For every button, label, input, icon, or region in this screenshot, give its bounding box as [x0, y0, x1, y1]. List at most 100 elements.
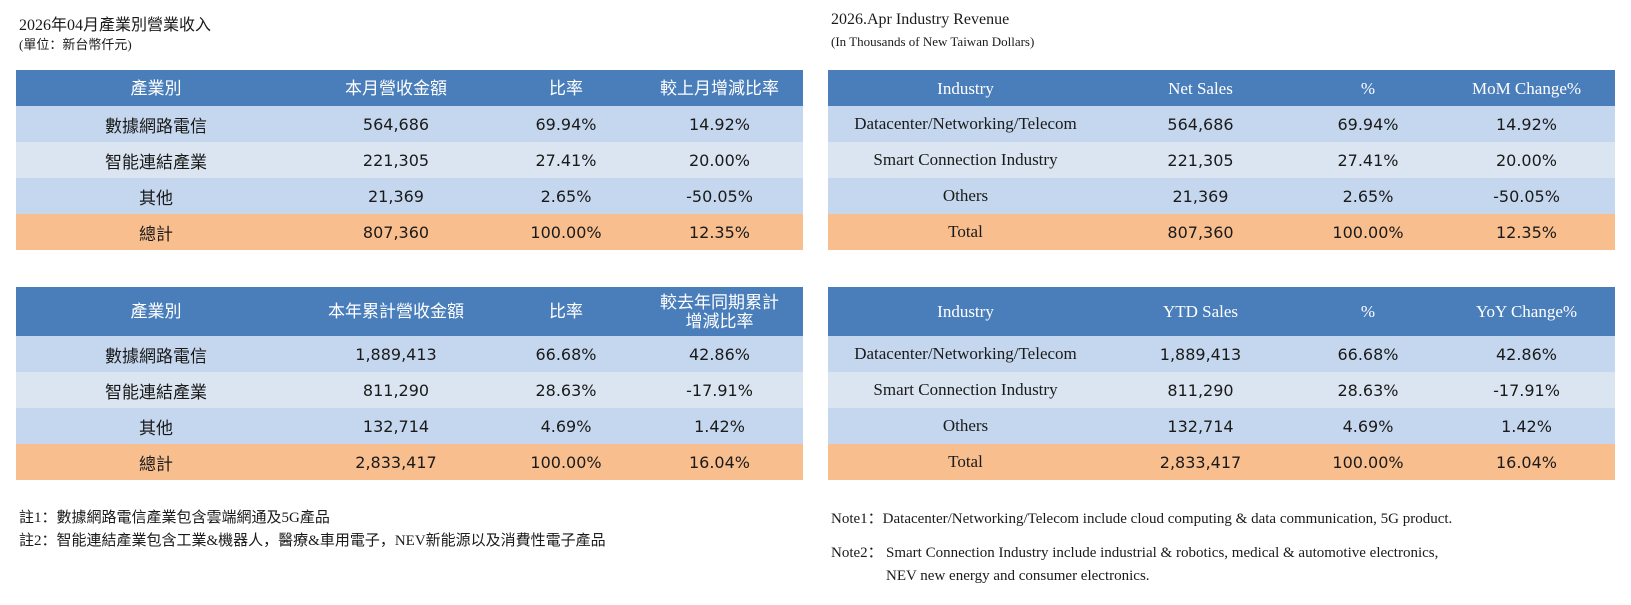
header-ytd-sales: YTD Sales [1103, 287, 1298, 336]
cell-net-sales: 807,360 [296, 214, 496, 250]
table-row: 數據網路電信 564,686 69.94% 14.92% [16, 106, 803, 142]
cell-change: 1.42% [636, 408, 803, 444]
cell-net-sales: 564,686 [296, 106, 496, 142]
cell-industry: 其他 [16, 178, 296, 214]
ytd-revenue-table-zh: 產業別 本年累計營收金額 比率 較去年同期累計 增減比率 數據網路電信 1,88… [16, 287, 803, 480]
cell-industry: Smart Connection Industry [828, 142, 1103, 178]
footnote-2-en: Note2： Smart Connection Industry include … [831, 542, 1438, 588]
table-row: 智能連結產業 811,290 28.63% -17.91% [16, 372, 803, 408]
cell-ytd-sales: 1,889,413 [1103, 336, 1298, 372]
cell-ratio: 69.94% [496, 106, 636, 142]
cell-industry: 其他 [16, 408, 296, 444]
table-row: Smart Connection Industry 221,305 27.41%… [828, 142, 1615, 178]
cell-ratio: 4.69% [496, 408, 636, 444]
cell-ratio: 66.68% [1298, 336, 1438, 372]
footnote-label: Note1： [831, 511, 883, 527]
cell-ratio: 100.00% [496, 214, 636, 250]
cell-ratio: 27.41% [496, 142, 636, 178]
cell-change: 20.00% [636, 142, 803, 178]
cell-industry: 數據網路電信 [16, 106, 296, 142]
header-net-sales: 本月營收金額 [296, 70, 496, 106]
header-industry: 產業別 [16, 70, 296, 106]
cell-industry: 總計 [16, 214, 296, 250]
cell-ratio: 100.00% [496, 444, 636, 480]
cell-industry: Others [828, 408, 1103, 444]
header-yoy-change-line2: 增減比率 [685, 311, 754, 331]
cell-industry: 數據網路電信 [16, 336, 296, 372]
cell-ratio: 66.68% [496, 336, 636, 372]
table-row: 數據網路電信 1,889,413 66.68% 42.86% [16, 336, 803, 372]
cell-ytd-sales: 132,714 [1103, 408, 1298, 444]
cell-ratio: 69.94% [1298, 106, 1438, 142]
monthly-revenue-table-zh: 產業別 本月營收金額 比率 較上月增減比率 數據網路電信 564,686 69.… [16, 70, 803, 250]
table-header-row: Industry YTD Sales % YoY Change% [828, 287, 1615, 336]
table-row: 其他 21,369 2.65% -50.05% [16, 178, 803, 214]
cell-ratio: 27.41% [1298, 142, 1438, 178]
cell-change: 12.35% [636, 214, 803, 250]
cell-ytd-sales: 2,833,417 [296, 444, 496, 480]
header-yoy-change-line1: 較去年同期累計 [660, 292, 779, 312]
cell-change: -17.91% [1438, 372, 1615, 408]
footnote-text: 數據網路電信產業包含雲端網通及5G產品 [56, 510, 330, 526]
header-industry: Industry [828, 287, 1103, 336]
cell-change: -17.91% [636, 372, 803, 408]
header-industry: 產業別 [16, 287, 296, 336]
cell-industry: Total [828, 444, 1103, 480]
table-total-row: 總計 2,833,417 100.00% 16.04% [16, 444, 803, 480]
header-industry: Industry [828, 70, 1103, 106]
page-title-en: 2026.Apr Industry Revenue [831, 11, 1010, 28]
footnote-text: Datacenter/Networking/Telecom include cl… [882, 511, 1453, 527]
cell-industry: Total [828, 214, 1103, 250]
header-net-sales: Net Sales [1103, 70, 1298, 106]
cell-industry: 總計 [16, 444, 296, 480]
header-mom-change: MoM Change% [1438, 70, 1615, 106]
cell-ytd-sales: 811,290 [1103, 372, 1298, 408]
header-ratio: 比率 [496, 70, 636, 106]
cell-change: -50.05% [636, 178, 803, 214]
cell-industry: 智能連結產業 [16, 142, 296, 178]
table-total-row: Total 807,360 100.00% 12.35% [828, 214, 1615, 250]
header-yoy-change: 較去年同期累計 增減比率 [636, 287, 803, 336]
cell-change: 42.86% [1438, 336, 1615, 372]
cell-ratio: 28.63% [496, 372, 636, 408]
cell-net-sales: 221,305 [1103, 142, 1298, 178]
table-total-row: 總計 807,360 100.00% 12.35% [16, 214, 803, 250]
cell-industry: 智能連結產業 [16, 372, 296, 408]
table-row: Others 21,369 2.65% -50.05% [828, 178, 1615, 214]
cell-ytd-sales: 2,833,417 [1103, 444, 1298, 480]
header-ytd-sales: 本年累計營收金額 [296, 287, 496, 336]
footnote-label: 註2： [19, 533, 57, 549]
table-row: 其他 132,714 4.69% 1.42% [16, 408, 803, 444]
footnote-1-en: Note1：Datacenter/Networking/Telecom incl… [831, 508, 1452, 531]
cell-change: 16.04% [636, 444, 803, 480]
cell-change: -50.05% [1438, 178, 1615, 214]
table-row: Smart Connection Industry 811,290 28.63%… [828, 372, 1615, 408]
cell-ratio: 100.00% [1298, 214, 1438, 250]
cell-industry: Datacenter/Networking/Telecom [828, 106, 1103, 142]
cell-net-sales: 564,686 [1103, 106, 1298, 142]
cell-ratio: 100.00% [1298, 444, 1438, 480]
cell-industry: Smart Connection Industry [828, 372, 1103, 408]
page-title-zh: 2026年04月產業別營業收入 [19, 17, 212, 34]
cell-net-sales: 807,360 [1103, 214, 1298, 250]
footnote-2-zh: 註2：智能連結產業包含工業&機器人，醫療&車用電子，NEV新能源以及消費性電子產… [19, 530, 606, 553]
unit-subtitle-en: (In Thousands of New Taiwan Dollars) [831, 34, 1035, 49]
cell-ratio: 28.63% [1298, 372, 1438, 408]
cell-net-sales: 21,369 [296, 178, 496, 214]
ytd-revenue-table-en: Industry YTD Sales % YoY Change% Datacen… [828, 287, 1615, 480]
cell-change: 14.92% [636, 106, 803, 142]
header-ratio: % [1298, 70, 1438, 106]
header-yoy-change: YoY Change% [1438, 287, 1615, 336]
table-header-row: Industry Net Sales % MoM Change% [828, 70, 1615, 106]
cell-ratio: 4.69% [1298, 408, 1438, 444]
cell-change: 16.04% [1438, 444, 1615, 480]
table-header-row: 產業別 本年累計營收金額 比率 較去年同期累計 增減比率 [16, 287, 803, 336]
cell-change: 14.92% [1438, 106, 1615, 142]
cell-industry: Others [828, 178, 1103, 214]
footnote-text: 智能連結產業包含工業&機器人，醫療&車用電子，NEV新能源以及消費性電子產品 [56, 533, 606, 549]
header-ratio: % [1298, 287, 1438, 336]
table-total-row: Total 2,833,417 100.00% 16.04% [828, 444, 1615, 480]
footnote-1-zh: 註1：數據網路電信產業包含雲端網通及5G產品 [19, 507, 330, 530]
table-row: 智能連結產業 221,305 27.41% 20.00% [16, 142, 803, 178]
cell-change: 12.35% [1438, 214, 1615, 250]
